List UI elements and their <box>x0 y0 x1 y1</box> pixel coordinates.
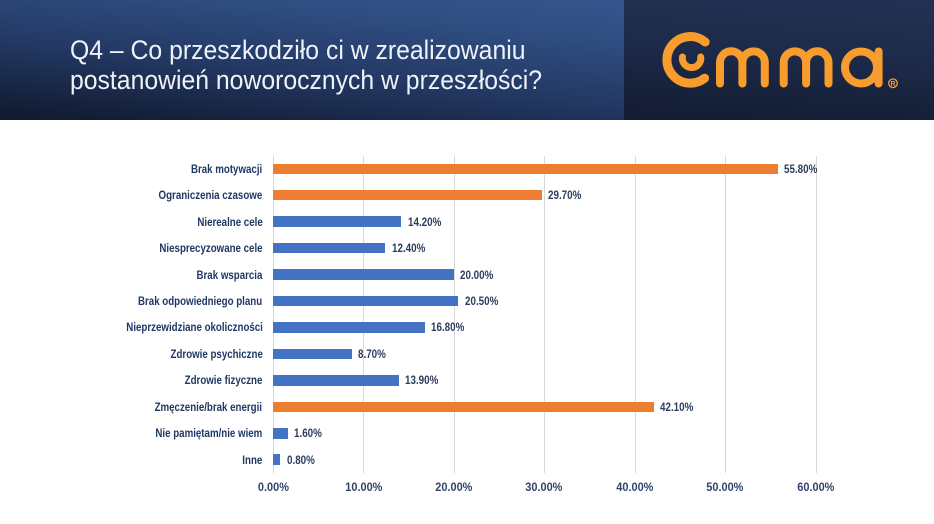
svg-text:R: R <box>890 81 895 88</box>
